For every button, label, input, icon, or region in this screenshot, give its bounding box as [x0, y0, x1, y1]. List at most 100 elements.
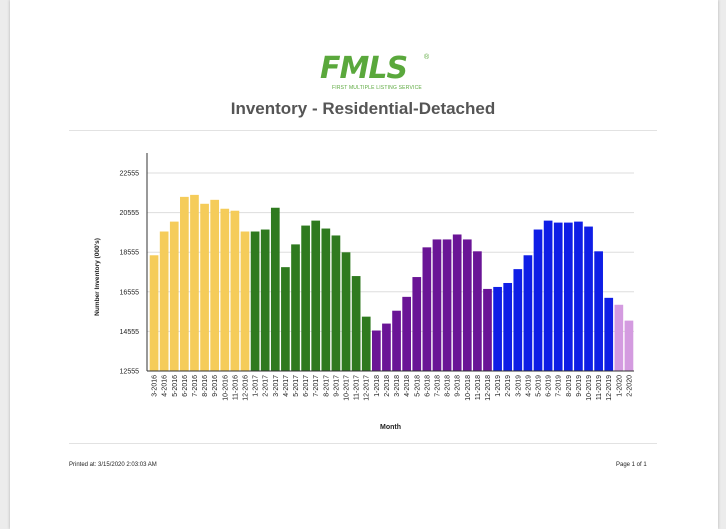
x-tick-label: 3-2016 [152, 375, 159, 397]
y-tick-label: 14555 [120, 329, 140, 336]
x-axis-title: Month [380, 424, 401, 431]
bar [513, 269, 523, 371]
x-tick-label: 12-2019 [606, 375, 613, 401]
bar [432, 239, 442, 371]
x-tick-label: 10-2019 [586, 375, 593, 401]
logo-tagline: FIRST MULTIPLE LISTING SERVICE [332, 85, 422, 91]
x-tick-label: 9-2018 [455, 375, 462, 397]
x-tick-label: 7-2018 [434, 375, 441, 397]
bar [149, 255, 159, 371]
x-tick-label: 2-2019 [505, 375, 512, 397]
bar [311, 220, 321, 371]
y-tick-label: 22555 [120, 171, 140, 178]
bar [250, 231, 260, 371]
bar [240, 231, 250, 371]
x-tick-label: 11-2017 [354, 375, 361, 400]
x-tick-label: 7-2019 [556, 375, 563, 397]
x-tick-label: 3-2019 [515, 375, 522, 397]
bar [372, 330, 381, 371]
x-tick-label: 6-2017 [303, 375, 310, 397]
bar [462, 239, 472, 371]
x-tick-label: 8-2018 [445, 375, 452, 397]
x-tick-label: 2-2020 [626, 375, 633, 397]
bar [190, 194, 199, 371]
x-tick-label: 5-2017 [293, 375, 300, 397]
logo-wordmark: FMLS [320, 51, 408, 86]
bar [543, 220, 553, 371]
x-tick-label: 1-2018 [374, 375, 381, 397]
bar [180, 196, 189, 371]
bar [281, 267, 290, 371]
chart-frame: 12555 14555 16555 18555 20555 22555 3-2016 4-20… [69, 130, 657, 444]
bar [270, 207, 280, 371]
bar [503, 282, 513, 371]
bar [563, 222, 573, 371]
bar [200, 203, 209, 371]
x-tick-label: 5-2016 [172, 375, 179, 397]
x-tick-label: 8-2019 [566, 375, 573, 397]
bar [442, 239, 452, 371]
x-tick-label: 12-2016 [242, 375, 249, 401]
bar [169, 221, 179, 371]
x-tick-label: 4-2018 [404, 375, 411, 397]
x-tick-label: 8-2016 [202, 375, 209, 397]
bar [523, 255, 533, 371]
bar [493, 286, 502, 371]
bar [624, 320, 634, 371]
printed-at-label: Printed at: [69, 462, 97, 468]
bar [291, 244, 300, 371]
x-tick-label: 9-2016 [212, 375, 219, 397]
bar [260, 229, 270, 371]
x-tick-label: 5-2018 [414, 375, 421, 397]
x-tick-label: 1-2017 [253, 375, 260, 397]
y-tick-label: 16555 [120, 289, 140, 296]
x-tick-label: 5-2019 [536, 375, 543, 397]
registered-mark: ® [424, 54, 430, 61]
x-tick-label: 3-2017 [273, 375, 280, 397]
x-tick-label: 2-2017 [263, 375, 270, 397]
bar [584, 226, 593, 371]
x-tick-label: 4-2019 [525, 375, 532, 397]
x-tick-label: 11-2019 [596, 375, 603, 400]
x-tick-label: 11-2016 [232, 375, 239, 400]
bar [382, 323, 391, 371]
x-tick-label: 1-2019 [495, 375, 502, 397]
x-tick-label: 3-2018 [394, 375, 401, 397]
x-tick-label: 6-2018 [424, 375, 431, 397]
bar [604, 297, 614, 371]
bar [321, 228, 331, 371]
x-tick-label: 12-2017 [364, 375, 371, 401]
bar [392, 310, 401, 371]
bar [452, 234, 462, 371]
bar [533, 229, 543, 371]
page-number: Page 1 of 1 [616, 462, 647, 468]
bar [361, 316, 371, 371]
x-tick-label: 9-2017 [333, 375, 340, 397]
x-tick-label: 11-2018 [475, 375, 482, 400]
x-tick-label: 8-2017 [323, 375, 330, 397]
bar [412, 277, 422, 371]
y-axis-title: Number Inventory (000's) [94, 238, 101, 316]
bar [473, 251, 482, 371]
bar [483, 288, 492, 371]
x-tick-label: 4-2017 [283, 375, 290, 397]
x-tick-label: 6-2019 [546, 375, 553, 397]
bar [553, 222, 563, 371]
x-tick-label: 7-2016 [192, 375, 199, 397]
x-tick-label: 1-2020 [616, 375, 623, 397]
x-tick-label: 10-2016 [222, 375, 229, 401]
fmls-logo: FMLS ® FIRST MULTIPLE LISTING SERVICE [320, 54, 440, 92]
bar [422, 247, 432, 371]
bar [230, 210, 240, 371]
bar [331, 235, 341, 371]
bar [301, 225, 310, 371]
x-tick-label: 6-2016 [182, 375, 189, 397]
x-tick-label: 4-2016 [162, 375, 169, 397]
bar [574, 221, 583, 371]
x-tick-label: 2-2018 [384, 375, 391, 397]
bar [220, 208, 230, 371]
x-tick-label: 9-2019 [576, 375, 583, 397]
bar [614, 304, 624, 371]
x-tick-label: 10-2018 [465, 375, 472, 401]
